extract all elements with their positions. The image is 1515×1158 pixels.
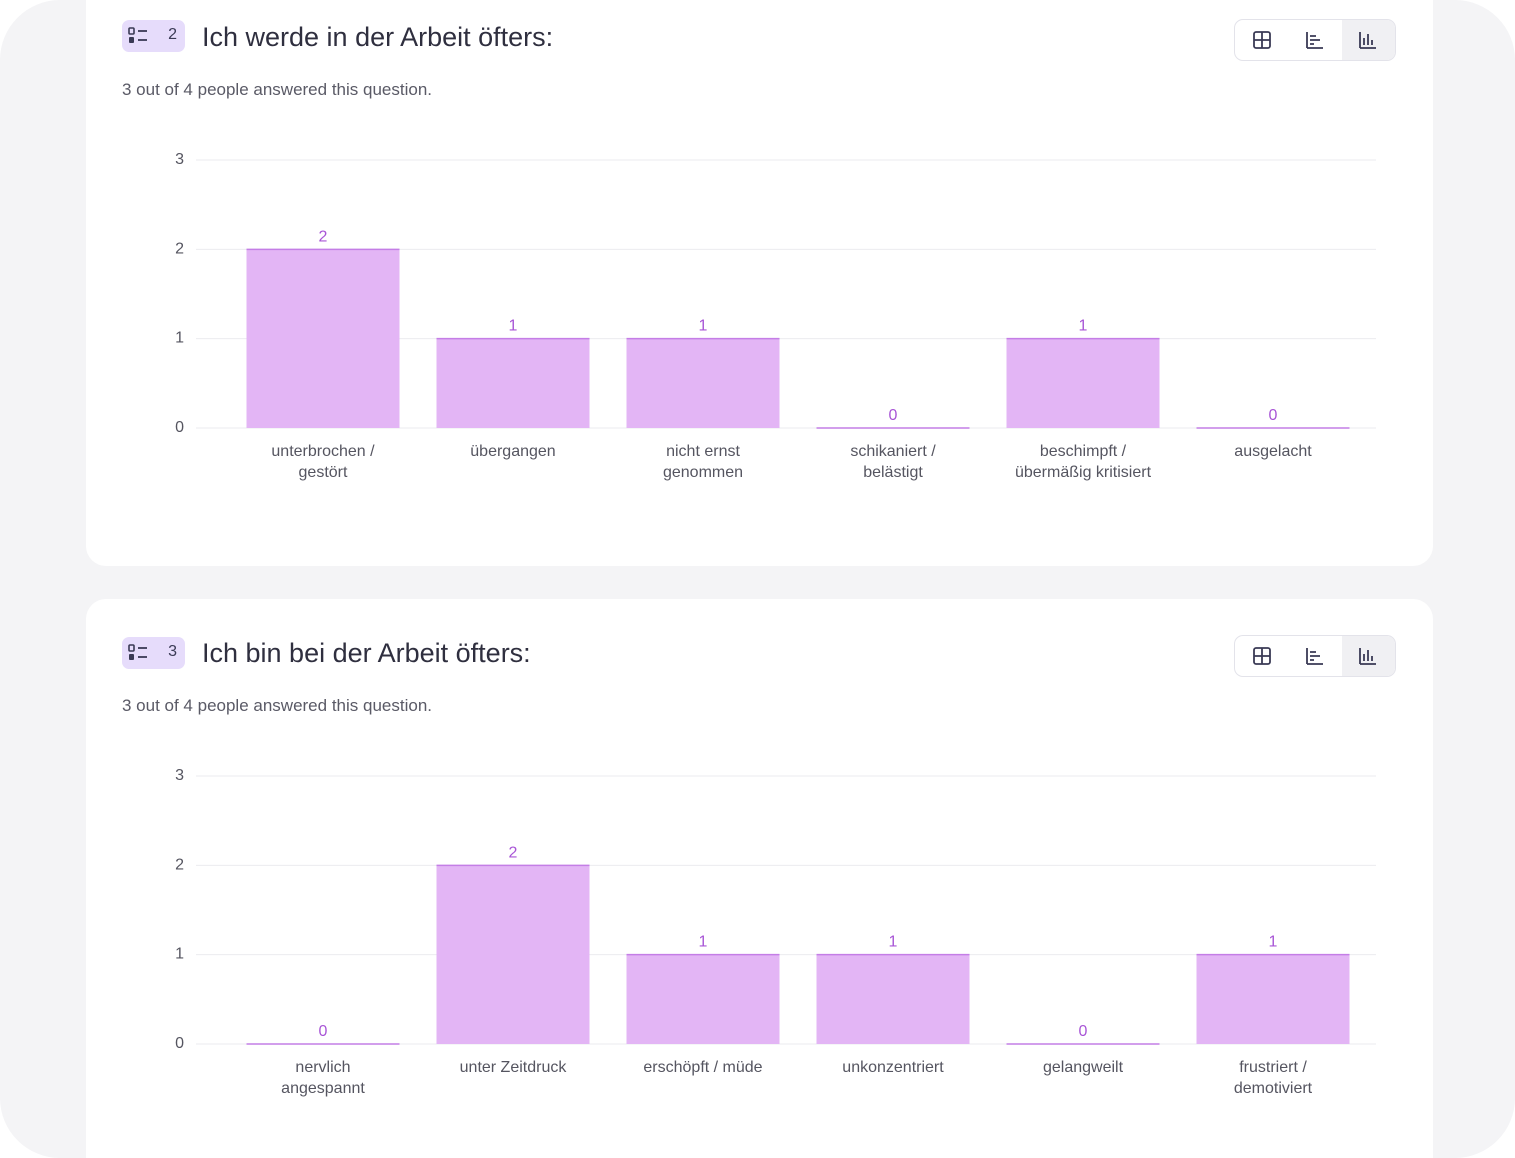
horizontal-bar-view-button[interactable]	[1288, 636, 1341, 676]
table-view-button[interactable]	[1235, 20, 1288, 60]
x-tick-label: nicht ernst	[666, 443, 740, 460]
horizontal-bar-chart-icon	[1306, 648, 1323, 665]
x-tick-label: ausgelacht	[1234, 443, 1312, 460]
chart-view-toggle	[1234, 19, 1396, 61]
question-title: Ich bin bei der Arbeit öfters:	[202, 638, 531, 668]
y-tick-label: 2	[175, 240, 184, 257]
bar	[436, 865, 590, 1044]
y-tick-label: 0	[175, 419, 184, 436]
table-grid-icon	[1252, 31, 1271, 49]
x-tick-label: beschimpft /	[1040, 443, 1127, 460]
x-tick-label: schikaniert /	[850, 443, 936, 460]
x-tick-label: belästigt	[863, 464, 923, 481]
x-tick-label: unter Zeitdruck	[460, 1059, 568, 1076]
vertical-bar-view-button[interactable]	[1341, 20, 1395, 60]
y-tick-label: 2	[175, 856, 184, 873]
question-number-badge: 3	[122, 637, 185, 669]
bar	[626, 954, 780, 1044]
data-label: 0	[1079, 1023, 1088, 1040]
data-label: 0	[319, 1023, 328, 1040]
bar-chart-svg: 0 1 2 3 0 nervlich angespannt 2 unter Zeitdruck 1…	[175, 767, 1376, 1097]
x-tick-label: angespannt	[281, 1080, 365, 1097]
vertical-bar-chart-icon	[1359, 32, 1377, 49]
question-title: Ich werde in der Arbeit öfters:	[202, 22, 554, 52]
bar	[626, 338, 780, 428]
y-tick-label: 0	[175, 1035, 184, 1052]
data-label: 0	[889, 407, 898, 424]
vertical-bar-view-button[interactable]	[1341, 636, 1395, 676]
question-card-3: 3 Ich bin bei der Arbeit öfters: 3 out o…	[86, 599, 1433, 1158]
data-label: 1	[889, 934, 898, 951]
bar	[436, 338, 590, 428]
x-tick-label: übergangen	[470, 443, 555, 460]
y-tick-label: 3	[175, 151, 184, 168]
data-label: 1	[1269, 934, 1278, 951]
horizontal-bar-chart-icon	[1306, 32, 1323, 49]
x-tick-label: nervlich	[295, 1059, 350, 1076]
chart-view-toggle	[1234, 635, 1396, 677]
answer-count-text: 3 out of 4 people answered this question…	[122, 696, 432, 715]
bar-chart: 0 1 2 3 0 nervlich angespannt 2 unter Zeitdruck 1…	[146, 756, 1406, 1126]
x-tick-label: übermäßig kritisiert	[1015, 464, 1152, 481]
sorted-list-icon	[128, 644, 147, 660]
y-tick-label: 1	[175, 946, 184, 963]
question-card-2: 2 Ich werde in der Arbeit öfters: 3 out …	[86, 0, 1433, 566]
x-tick-label: genommen	[663, 464, 743, 481]
answer-count-text: 3 out of 4 people answered this question…	[122, 80, 432, 99]
bar	[816, 954, 970, 1044]
x-tick-label: gestört	[299, 464, 348, 481]
vertical-bar-chart-icon	[1359, 648, 1377, 665]
bar	[246, 249, 400, 428]
y-tick-label: 3	[175, 767, 184, 784]
data-label: 1	[509, 318, 518, 335]
table-grid-icon	[1252, 647, 1271, 665]
sorted-list-icon	[128, 27, 147, 43]
data-label: 0	[1269, 407, 1278, 424]
question-number-badge: 2	[122, 20, 185, 52]
x-tick-label: frustriert /	[1239, 1059, 1307, 1076]
x-tick-label: erschöpft / müde	[643, 1059, 762, 1076]
bar	[1006, 338, 1160, 428]
bar-chart: 0 1 2 3 2 unterbrochen / gestört 1 übergangen 1 ni…	[146, 140, 1406, 510]
bar	[1196, 954, 1350, 1044]
bar-chart-svg: 0 1 2 3 2 unterbrochen / gestört 1 übergangen 1 ni…	[175, 151, 1376, 481]
data-label: 1	[699, 934, 708, 951]
x-tick-label: unkonzentriert	[842, 1059, 944, 1076]
data-label: 2	[319, 228, 328, 245]
data-label: 1	[1079, 318, 1088, 335]
x-tick-label: gelangweilt	[1043, 1059, 1124, 1076]
y-tick-label: 1	[175, 330, 184, 347]
data-label: 1	[699, 318, 708, 335]
question-number: 3	[168, 643, 177, 660]
table-view-button[interactable]	[1235, 636, 1288, 676]
horizontal-bar-view-button[interactable]	[1288, 20, 1341, 60]
x-tick-label: demotiviert	[1234, 1080, 1313, 1097]
x-tick-label: unterbrochen /	[271, 443, 375, 460]
question-number: 2	[168, 26, 177, 43]
data-label: 2	[509, 844, 518, 861]
